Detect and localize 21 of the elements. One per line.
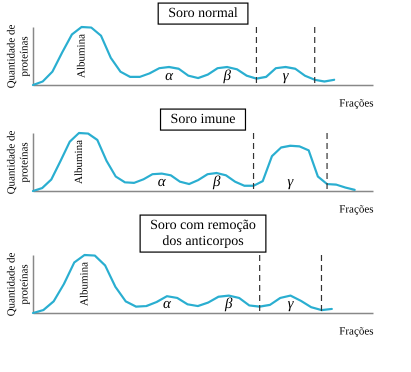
- x-axis-title: Frações: [339, 204, 374, 216]
- y-axis-title: Quantidade de proteínas: [6, 24, 30, 88]
- x-axis-title: Frações: [339, 98, 374, 110]
- x-axis-title: Frações: [339, 326, 374, 338]
- annotation: α: [163, 296, 172, 312]
- annotation: β: [224, 296, 234, 312]
- annotation: γ: [287, 174, 294, 190]
- chart-title: Soro com remoção dos anticorpos: [150, 218, 256, 250]
- annotation: β: [212, 174, 222, 190]
- annotation: Albumina: [76, 34, 88, 78]
- chart-title: Soro normal: [168, 6, 238, 22]
- annotation: β: [222, 68, 232, 84]
- annotation: Albumina: [72, 140, 85, 184]
- chart-title: Soro imune: [170, 112, 236, 128]
- annotation: γ: [288, 296, 295, 312]
- y-axis-title: Quantidade de proteínas: [6, 130, 30, 194]
- y-axis-title: Quantidade de proteínas: [6, 252, 30, 316]
- annotation: α: [165, 68, 174, 84]
- annotation: γ: [282, 68, 290, 84]
- annotation: Albumina: [78, 262, 91, 306]
- annotation: α: [158, 174, 167, 190]
